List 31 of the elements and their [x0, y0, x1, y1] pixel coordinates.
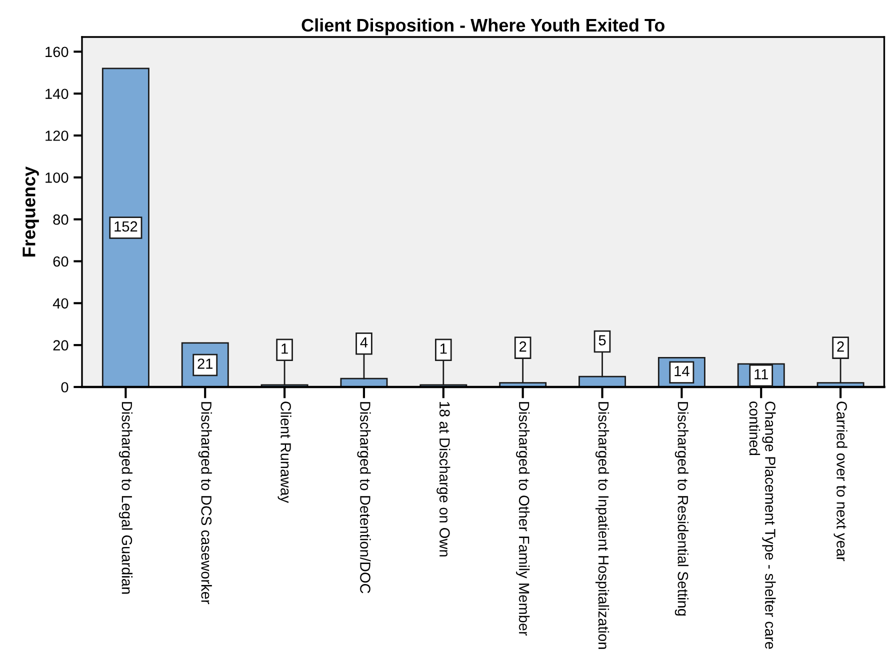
data-label: 1: [440, 344, 447, 354]
data-label: 11: [754, 369, 768, 380]
x-tick-label: Discharged to Detention/DOC: [357, 402, 371, 594]
y-tick-label: 60: [53, 256, 68, 267]
x-tick-label: Discharged to Legal Guardian: [118, 402, 132, 594]
x-tick-label: Discharged to Residential Setting: [674, 402, 688, 616]
chart-title: Client Disposition - Where Youth Exited To: [302, 18, 664, 36]
data-label: 152: [114, 221, 138, 232]
y-tick-label: 160: [46, 46, 68, 58]
x-tick-label: Discharged to DCS caseworker: [198, 402, 212, 604]
data-label: 4: [360, 337, 368, 348]
data-label: 1: [282, 344, 288, 354]
y-tick-label: 0: [61, 382, 68, 392]
x-tick-label: Client Runaway: [278, 402, 292, 503]
x-tick-label: Carried over to next year: [834, 402, 848, 562]
x-tick-label: Discharged to Other Family Member: [516, 402, 530, 636]
data-label: 14: [674, 366, 690, 376]
y-tick-label: 20: [53, 340, 68, 351]
y-tick-label: 100: [46, 172, 68, 183]
data-label: 2: [520, 341, 526, 352]
y-tick-label: 120: [46, 130, 68, 141]
data-label: 2: [837, 341, 844, 352]
x-tick-label: 18 at Discharge on Own: [436, 402, 450, 556]
y-tick-label: 140: [46, 88, 68, 100]
y-tick-label: 40: [52, 298, 68, 309]
y-tick-label: 80: [53, 214, 68, 225]
data-label: 21: [198, 358, 213, 369]
x-tick-label: Discharged to Inpatient Hospitalization: [595, 402, 610, 649]
y-axis-title: Frequency: [22, 166, 39, 256]
x-tick-label: Change Placement Type - shelter care contined: [749, 402, 776, 649]
data-label: 5: [598, 335, 606, 346]
